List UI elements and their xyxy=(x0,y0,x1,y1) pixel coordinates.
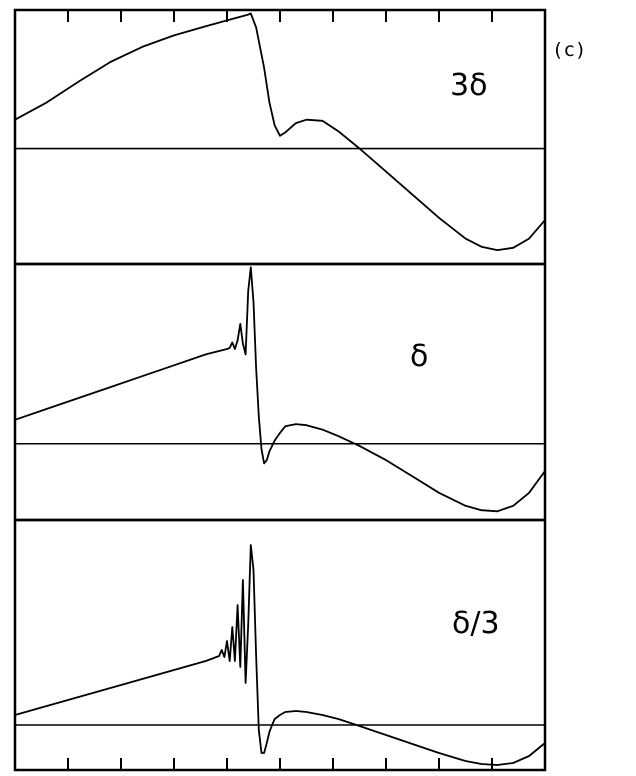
panel-frame-delta-over-3 xyxy=(13,518,547,772)
panel-annotation-delta-over-3: δ/3 xyxy=(452,606,500,641)
figure-label: (c) xyxy=(552,39,586,61)
series-line-delta-0 xyxy=(14,266,546,513)
panel-annotation-3delta: 3δ xyxy=(450,68,487,103)
panel-annotation-delta: δ xyxy=(410,339,428,374)
series-line-3delta-0 xyxy=(14,12,546,251)
series-line-delta-over-3-0 xyxy=(14,544,546,766)
panel-frame-3delta xyxy=(13,8,547,266)
